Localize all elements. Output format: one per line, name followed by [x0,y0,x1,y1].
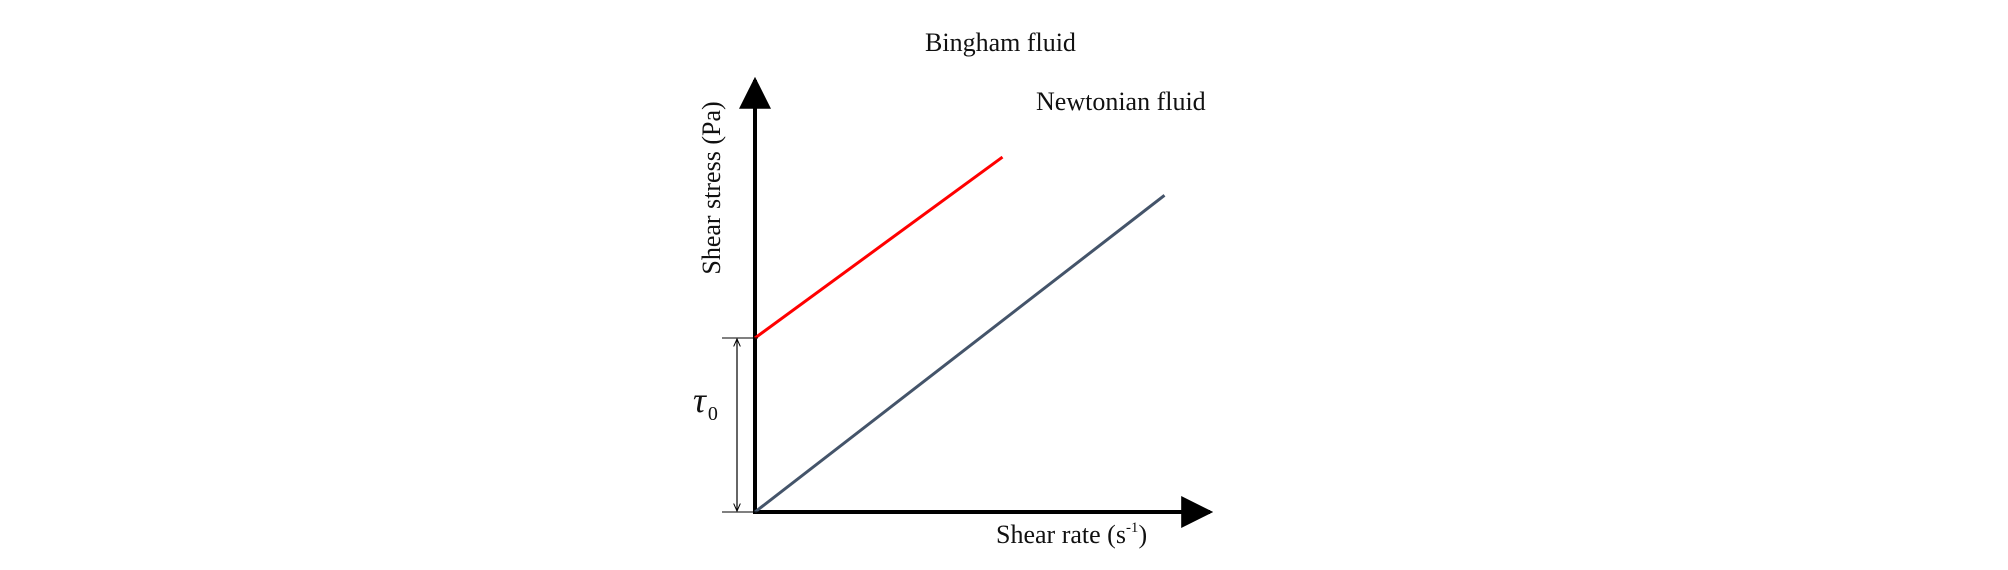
series-line-bingham [754,155,1004,340]
yield-stress-subscript: 0 [708,403,718,425]
series-label-newtonian: Newtonian fluid [1036,87,1206,116]
x-axis-label-main: Shear rate (s [996,520,1126,549]
x-axis-label-superscript: -1 [1126,520,1139,536]
yield-stress-symbol: τ [693,380,707,420]
series-label-bingham: Bingham fluid [925,28,1076,57]
series-layer [754,155,1166,514]
x-axis-label: Shear rate (s-1) [996,520,1147,549]
series-line-newtonian [754,194,1166,514]
x-axis-label-close: ) [1138,520,1147,549]
y-axis-label: Shear stress (Pa) [697,101,726,274]
